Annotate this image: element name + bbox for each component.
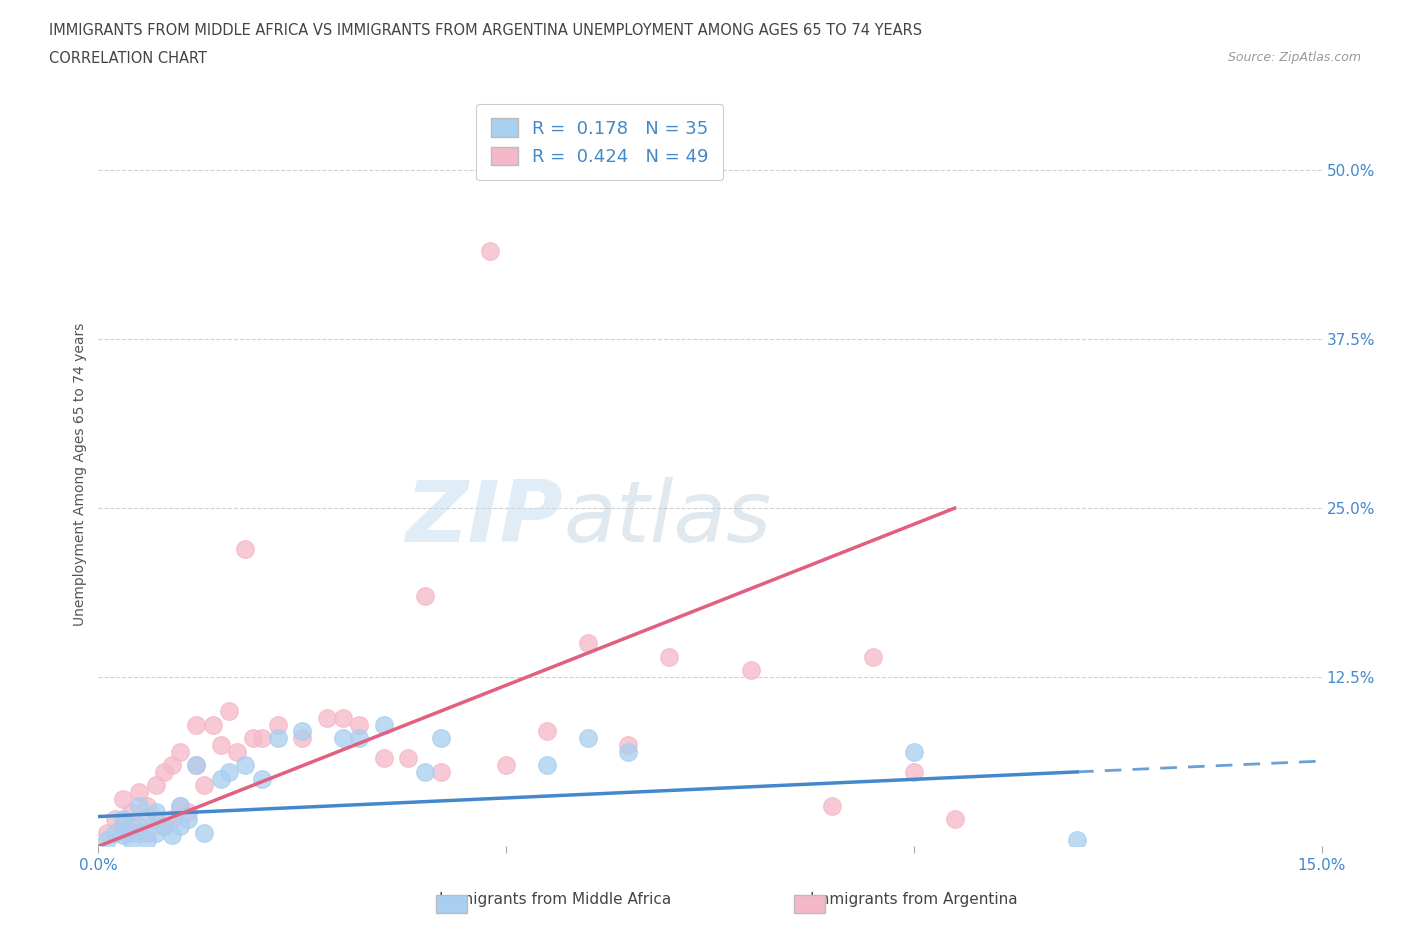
Point <box>242 731 264 746</box>
Point <box>169 798 191 813</box>
Point <box>186 758 208 773</box>
Point <box>104 825 127 840</box>
Point <box>96 832 118 847</box>
Point <box>177 805 200 820</box>
Point <box>332 731 354 746</box>
Point <box>128 818 150 833</box>
Point <box>373 751 395 765</box>
Point <box>413 589 436 604</box>
Point <box>332 711 354 725</box>
Point <box>1066 832 1088 847</box>
Point <box>267 717 290 732</box>
Point <box>413 764 436 779</box>
Point <box>186 717 208 732</box>
Point <box>120 818 142 833</box>
Y-axis label: Unemployment Among Ages 65 to 74 years: Unemployment Among Ages 65 to 74 years <box>73 323 87 626</box>
Point <box>495 758 517 773</box>
Point <box>576 731 599 746</box>
Point <box>617 737 640 752</box>
Point <box>862 649 884 664</box>
Point <box>233 541 256 556</box>
Point <box>250 731 273 746</box>
Point <box>903 764 925 779</box>
Point <box>136 812 159 827</box>
Point <box>128 825 150 840</box>
Point <box>349 717 371 732</box>
Point <box>152 764 174 779</box>
Point <box>169 744 191 759</box>
Text: Source: ZipAtlas.com: Source: ZipAtlas.com <box>1227 51 1361 64</box>
Point <box>96 825 118 840</box>
Point <box>136 832 159 847</box>
Point <box>821 798 844 813</box>
Point <box>943 812 966 827</box>
Point <box>145 778 167 793</box>
Point <box>193 778 215 793</box>
Text: IMMIGRANTS FROM MIDDLE AFRICA VS IMMIGRANTS FROM ARGENTINA UNEMPLOYMENT AMONG AG: IMMIGRANTS FROM MIDDLE AFRICA VS IMMIGRA… <box>49 23 922 38</box>
Text: CORRELATION CHART: CORRELATION CHART <box>49 51 207 66</box>
Point <box>160 828 183 843</box>
Legend: R =  0.178   N = 35, R =  0.424   N = 49: R = 0.178 N = 35, R = 0.424 N = 49 <box>477 104 724 180</box>
Point <box>740 663 762 678</box>
Point <box>536 758 558 773</box>
Point <box>430 731 453 746</box>
Point <box>169 798 191 813</box>
Point <box>120 805 142 820</box>
Point <box>169 818 191 833</box>
Point <box>120 832 142 847</box>
Point <box>373 717 395 732</box>
Point <box>145 812 167 827</box>
Point <box>128 785 150 800</box>
Point <box>193 825 215 840</box>
Point <box>291 731 314 746</box>
Point <box>903 744 925 759</box>
Point <box>536 724 558 738</box>
Point <box>658 649 681 664</box>
Point <box>349 731 371 746</box>
Point <box>160 812 183 827</box>
Point <box>111 791 134 806</box>
Point <box>396 751 419 765</box>
Point <box>111 818 134 833</box>
Text: ZIP: ZIP <box>405 477 564 561</box>
Point <box>209 771 232 786</box>
Point <box>145 825 167 840</box>
Point <box>315 711 337 725</box>
Point <box>201 717 224 732</box>
Text: atlas: atlas <box>564 477 772 561</box>
Point <box>209 737 232 752</box>
Point <box>111 828 134 843</box>
Point <box>291 724 314 738</box>
Point <box>617 744 640 759</box>
Point <box>120 825 142 840</box>
Point <box>218 704 240 719</box>
Point <box>152 818 174 833</box>
Point <box>226 744 249 759</box>
Point <box>104 812 127 827</box>
Point <box>576 636 599 651</box>
Point <box>250 771 273 786</box>
Point <box>267 731 290 746</box>
Point <box>160 758 183 773</box>
Text: Immigrants from Middle Africa: Immigrants from Middle Africa <box>439 892 672 907</box>
Point <box>218 764 240 779</box>
Point <box>186 758 208 773</box>
Point <box>233 758 256 773</box>
Point <box>177 812 200 827</box>
Point <box>152 818 174 833</box>
Point <box>136 825 159 840</box>
Point <box>145 805 167 820</box>
Point <box>128 798 150 813</box>
Point <box>478 244 501 259</box>
Text: Immigrants from Argentina: Immigrants from Argentina <box>810 892 1018 907</box>
Point <box>136 798 159 813</box>
Point <box>430 764 453 779</box>
Point <box>111 812 134 827</box>
